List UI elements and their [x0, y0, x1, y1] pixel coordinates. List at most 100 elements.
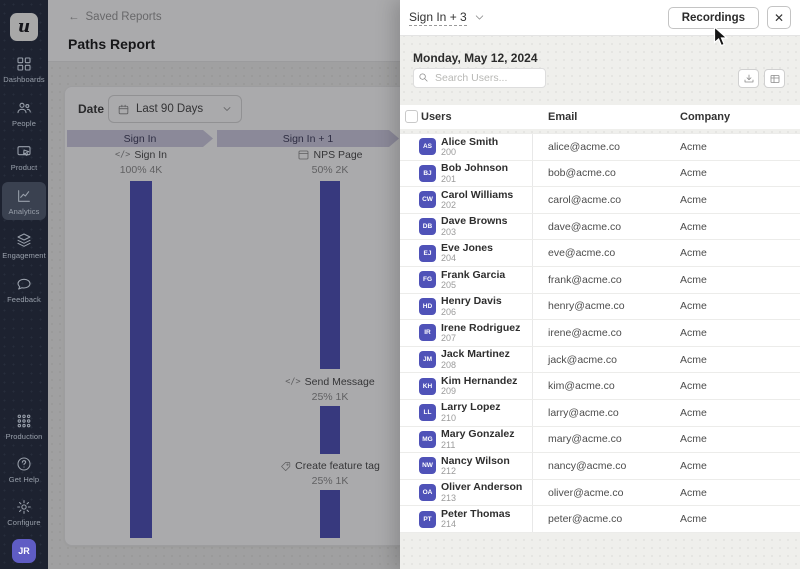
- table-row[interactable]: NW Nancy Wilson 212 nancy@acme.co Acme: [400, 453, 800, 480]
- page-icon: [298, 150, 309, 160]
- sidebar-item-engagement[interactable]: Engagement: [2, 226, 46, 264]
- user-cell: EJ Eve Jones 204: [400, 240, 533, 266]
- sidebar-item-production[interactable]: Production: [6, 407, 43, 445]
- user-cell: IR Irene Rodriguez 207: [400, 320, 533, 346]
- step-selector-label: Sign In + 3: [409, 9, 467, 26]
- path-bar-nps-page[interactable]: [320, 181, 340, 369]
- table-row[interactable]: LL Larry Lopez 210 larry@acme.co Acme: [400, 399, 800, 427]
- app-logo[interactable]: u: [10, 13, 38, 41]
- user-email: dave@acme.co: [548, 220, 622, 233]
- sidebar: u Dashboards People Product Analytics En…: [0, 0, 48, 569]
- table-row[interactable]: PT Peter Thomas 214 peter@acme.co Acme: [400, 506, 800, 533]
- back-arrow-icon: ←: [68, 11, 80, 23]
- user-company: Acme: [680, 486, 707, 499]
- analytics-icon: [16, 187, 33, 204]
- user-id: 209: [441, 386, 457, 397]
- sidebar-item-people[interactable]: People: [2, 94, 46, 132]
- step-selector-dropdown[interactable]: Sign In + 3: [409, 10, 486, 26]
- sidebar-label: Production: [5, 432, 43, 441]
- sidebar-item-configure[interactable]: Configure: [7, 493, 41, 531]
- user-name: Alice Smith: [441, 135, 499, 148]
- drawer-date-heading: Monday, May 12, 2024: [413, 51, 538, 65]
- back-to-saved-reports-link[interactable]: ← Saved Reports: [68, 11, 162, 23]
- table-icon: [770, 74, 779, 83]
- user-cell: FG Frank Garcia 205: [400, 266, 533, 293]
- user-company: Acme: [680, 140, 707, 153]
- user-cell: LL Larry Lopez 210: [400, 399, 533, 426]
- path-node-stats: 25% 1K: [312, 391, 349, 403]
- avatar: JM: [419, 351, 436, 369]
- node-name: Create feature tag: [295, 460, 380, 472]
- node-name: Send Message: [304, 376, 375, 388]
- table-row[interactable]: OA Oliver Anderson 213 oliver@acme.co Ac…: [400, 479, 800, 507]
- user-email: larry@acme.co: [548, 406, 619, 419]
- table-row[interactable]: JM Jack Martinez 208 jack@acme.co Acme: [400, 346, 800, 374]
- sidebar-label: Configure: [7, 518, 41, 527]
- user-name: Larry Lopez: [441, 401, 501, 414]
- chevron-down-icon: [223, 107, 231, 111]
- avatar: LL: [419, 404, 436, 422]
- sidebar-nav: Dashboards People Product Analytics Enga…: [0, 50, 48, 308]
- path-node-stats: 25% 1K: [312, 475, 349, 487]
- table-row[interactable]: MG Mary Gonzalez 211 mary@acme.co Acme: [400, 426, 800, 454]
- code-icon: </>: [285, 377, 301, 387]
- users-drawer: Sign In + 3 Recordings ✕ Monday, May 12,…: [400, 0, 800, 569]
- user-company: Acme: [680, 459, 707, 472]
- table-row[interactable]: DB Dave Browns 203 dave@acme.co Acme: [400, 213, 800, 241]
- avatar: MG: [419, 430, 436, 448]
- table-row[interactable]: AS Alice Smith 200 alice@acme.co Acme: [400, 134, 800, 161]
- date-range-select[interactable]: Last 90 Days: [108, 95, 242, 123]
- user-email: carol@acme.co: [548, 193, 622, 206]
- path-bar-send-message[interactable]: [320, 406, 340, 454]
- table-row[interactable]: HD Henry Davis 206 henry@acme.co Acme: [400, 293, 800, 321]
- user-cell: HD Henry Davis 206: [400, 293, 533, 320]
- user-name: Oliver Anderson: [441, 481, 523, 494]
- page-title: Paths Report: [68, 36, 156, 52]
- sidebar-item-product[interactable]: Product: [2, 138, 46, 176]
- avatar: NW: [419, 457, 436, 475]
- user-name: Peter Thomas: [441, 507, 511, 520]
- node-pct: 100%: [119, 164, 147, 176]
- table-row[interactable]: IR Irene Rodriguez 207 irene@acme.co Acm…: [400, 320, 800, 347]
- table-row[interactable]: BJ Bob Johnson 201 bob@acme.co Acme: [400, 160, 800, 188]
- download-button[interactable]: [738, 69, 759, 88]
- user-company: Acme: [680, 220, 707, 233]
- table-view-button[interactable]: [764, 69, 785, 88]
- path-bar-sign-in[interactable]: [130, 181, 152, 538]
- user-cell: DB Dave Browns 203: [400, 213, 533, 240]
- gear-icon: [15, 498, 32, 515]
- node-name: NPS Page: [313, 149, 363, 161]
- user-cell: MG Mary Gonzalez 211: [400, 426, 533, 453]
- tag-icon: [281, 461, 291, 471]
- user-name: Jack Martinez: [441, 348, 510, 361]
- modal-dim-overlay[interactable]: [48, 0, 400, 569]
- user-id: 204: [441, 253, 457, 264]
- table-row[interactable]: KH Kim Hernandez 209 kim@acme.co Acme: [400, 373, 800, 400]
- engagement-icon: [16, 231, 33, 248]
- table-row[interactable]: FG Frank Garcia 205 frank@acme.co Acme: [400, 266, 800, 294]
- node-pct: 25%: [311, 391, 333, 403]
- sidebar-label: Get Help: [8, 475, 40, 484]
- avatar: IR: [419, 324, 436, 342]
- node-count: 1K: [335, 391, 349, 403]
- sidebar-item-analytics[interactable]: Analytics: [2, 182, 46, 220]
- user-name: Irene Rodriguez: [441, 321, 521, 334]
- node-pct: 50%: [311, 164, 333, 176]
- table-row[interactable]: CW Carol Williams 202 carol@acme.co Acme: [400, 187, 800, 214]
- user-name: Nancy Wilson: [441, 454, 510, 467]
- close-icon[interactable]: ✕: [767, 6, 791, 29]
- sidebar-item-get-help[interactable]: Get Help: [9, 450, 39, 488]
- user-email: kim@acme.co: [548, 380, 615, 393]
- recordings-button[interactable]: Recordings: [667, 6, 759, 29]
- sidebar-item-dashboards[interactable]: Dashboards: [2, 50, 46, 88]
- sidebar-label: People: [12, 119, 36, 128]
- sidebar-item-feedback[interactable]: Feedback: [2, 270, 46, 308]
- search-users-input[interactable]: [413, 68, 546, 88]
- user-avatar-menu[interactable]: JR: [12, 539, 36, 563]
- path-step-band-1[interactable]: Sign In: [67, 130, 213, 147]
- table-row[interactable]: EJ Eve Jones 204 eve@acme.co Acme: [400, 240, 800, 267]
- select-all-checkbox[interactable]: [405, 110, 418, 123]
- path-bar-create-feature-tag[interactable]: [320, 490, 340, 538]
- path-step-band-2[interactable]: Sign In + 1: [217, 130, 399, 147]
- avatar: EJ: [419, 244, 436, 262]
